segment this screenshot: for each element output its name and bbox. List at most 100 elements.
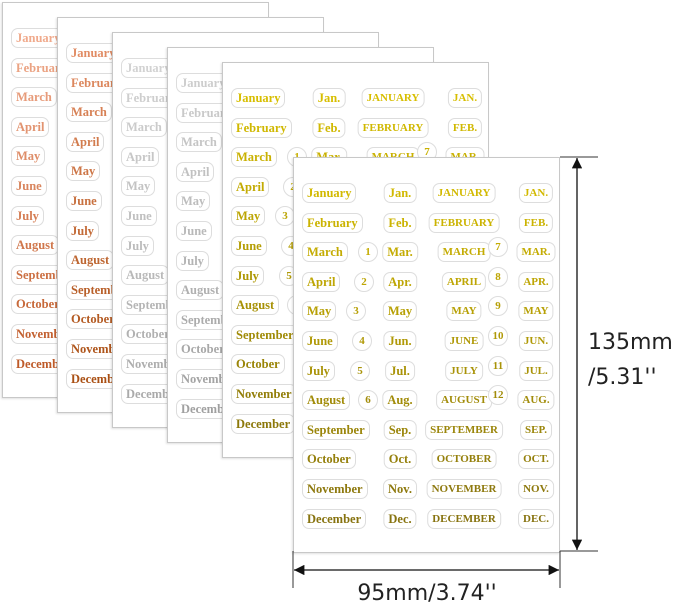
month-sticker: March — [176, 132, 222, 153]
month-sticker: February — [302, 212, 363, 233]
month-upper-abbr-sticker: APR. — [518, 271, 554, 292]
month-sticker: November — [302, 479, 368, 499]
month-upper-sticker: JANUARY — [432, 183, 496, 203]
month-upper-abbr-sticker: JUN. — [518, 331, 554, 351]
month-upper-abbr-sticker: OCT. — [518, 449, 554, 470]
month-sticker: August — [121, 265, 170, 286]
month-upper-sticker: MAY — [446, 301, 482, 322]
month-sticker: February — [66, 72, 127, 93]
month-upper-sticker: AUGUST — [436, 390, 492, 411]
month-sticker: August — [66, 250, 115, 271]
month-upper-sticker: FEBRUARY — [357, 117, 429, 138]
number-sticker: 4 — [352, 331, 372, 351]
month-sticker: June — [121, 206, 157, 226]
month-abbr-sticker: Mar. — [382, 242, 418, 263]
month-sticker: April — [302, 271, 341, 292]
month-sticker: May — [121, 176, 156, 197]
month-sticker: October — [176, 339, 230, 360]
month-sticker: May — [176, 191, 211, 212]
number-sticker: 7 — [488, 237, 508, 258]
month-sticker: July — [231, 265, 264, 286]
month-sticker: October — [11, 294, 65, 315]
month-upper-abbr-sticker: MAR. — [516, 242, 556, 263]
month-sticker: August — [231, 295, 280, 316]
month-abbr-sticker: May — [382, 301, 418, 322]
month-upper-abbr-sticker: FEB. — [447, 117, 483, 138]
month-sticker: July — [302, 360, 335, 381]
month-sticker: January — [176, 73, 231, 93]
month-upper-sticker: JULY — [445, 360, 483, 381]
month-sticker: April — [66, 131, 105, 152]
month-sticker: October — [121, 324, 175, 345]
month-sticker: November — [231, 384, 297, 404]
month-upper-sticker: JANUARY — [361, 88, 425, 108]
month-sticker: February — [176, 102, 237, 123]
month-sticker: June — [11, 176, 47, 196]
month-sticker: July — [66, 220, 99, 241]
month-sticker: April — [11, 116, 50, 137]
month-sticker: January — [121, 58, 176, 78]
month-sticker: October — [302, 449, 356, 470]
height-label: 135mm — [588, 330, 673, 355]
month-sticker: May — [302, 301, 337, 322]
month-abbr-sticker: Feb. — [383, 212, 417, 233]
month-sticker: January — [66, 43, 121, 63]
number-sticker: 11 — [488, 355, 508, 376]
month-upper-sticker: OCTOBER — [431, 449, 497, 470]
month-abbr-sticker: Oct. — [383, 449, 417, 470]
month-sticker: October — [231, 354, 285, 375]
month-sticker: April — [176, 161, 215, 182]
month-upper-sticker: SEPTEMBER — [425, 419, 503, 440]
sticker-sheet: January February March April May June July Augu… — [293, 157, 560, 553]
month-sticker: July — [121, 235, 154, 256]
month-sticker: April — [231, 176, 270, 197]
month-sticker: May — [11, 146, 46, 167]
month-sticker: June — [176, 221, 212, 241]
month-sticker: March — [121, 117, 167, 138]
month-sticker: March — [66, 102, 112, 123]
month-abbr-sticker: Jun. — [383, 331, 417, 351]
month-sticker: August — [302, 390, 351, 411]
number-sticker: 5 — [350, 360, 370, 381]
width-label: 95mm/3.74'' — [357, 581, 496, 606]
month-abbr-sticker: Aug. — [382, 390, 418, 411]
month-upper-abbr-sticker: AUG. — [517, 390, 555, 411]
month-sticker: July — [11, 205, 44, 226]
month-upper-sticker: MARCH — [437, 242, 491, 263]
month-sticker: August — [11, 235, 60, 256]
height-label: /5.31'' — [588, 365, 657, 390]
month-upper-abbr-sticker: DEC. — [518, 508, 554, 529]
month-sticker: September — [302, 419, 370, 440]
month-abbr-sticker: Sep. — [383, 419, 417, 440]
number-sticker: 2 — [354, 271, 374, 292]
month-sticker: June — [231, 236, 267, 256]
month-upper-sticker: NOVEMBER — [426, 479, 502, 499]
month-sticker: February — [231, 117, 292, 138]
number-sticker: 10 — [488, 326, 508, 346]
month-sticker: May — [66, 161, 101, 182]
month-sticker: October — [66, 309, 120, 330]
number-sticker: 3 — [346, 301, 366, 322]
month-sticker: July — [176, 250, 209, 271]
month-upper-abbr-sticker: MAY — [518, 301, 554, 322]
month-abbr-sticker: Feb. — [312, 117, 346, 138]
month-upper-abbr-sticker: JAN. — [447, 88, 483, 108]
number-sticker: 9 — [488, 296, 508, 317]
month-sticker: December — [302, 508, 367, 529]
month-upper-abbr-sticker: FEB. — [518, 212, 554, 233]
number-sticker: 12 — [488, 385, 508, 406]
month-sticker: March — [302, 242, 348, 263]
month-upper-abbr-sticker: SEP. — [520, 419, 552, 440]
month-sticker: June — [66, 191, 102, 211]
month-upper-abbr-sticker: JUL. — [519, 360, 553, 381]
month-sticker: January — [231, 88, 286, 108]
month-upper-sticker: JUNE — [444, 331, 484, 351]
month-sticker: January — [302, 183, 357, 203]
month-sticker: December — [231, 413, 296, 434]
month-sticker: September — [231, 324, 299, 345]
month-upper-abbr-sticker: JAN. — [518, 183, 554, 203]
month-sticker: August — [176, 280, 225, 301]
month-upper-sticker: FEBRUARY — [428, 212, 500, 233]
